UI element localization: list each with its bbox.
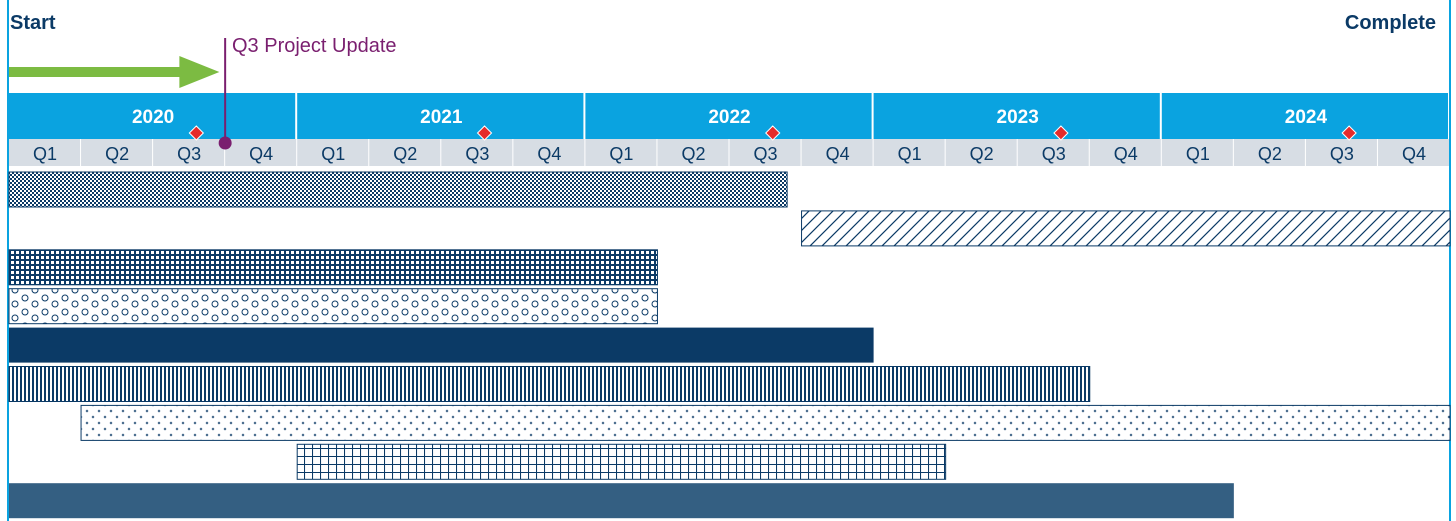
task-bar-circles — [8, 288, 658, 325]
quarter-label: Q3 — [1330, 144, 1354, 164]
year-band-2022 — [585, 93, 872, 139]
quarter-label: Q4 — [249, 144, 273, 164]
quarter-cell — [1377, 139, 1449, 166]
progress-arrow-shaft — [9, 67, 184, 77]
quarter-cell — [81, 139, 153, 166]
quarter-cell — [513, 139, 585, 166]
quarter-cell — [657, 139, 729, 166]
year-label: 2023 — [997, 107, 1039, 128]
quarter-label: Q2 — [393, 144, 417, 164]
task-bar-squares — [296, 443, 947, 480]
quarter-cell — [1305, 139, 1377, 166]
quarter-label: Q3 — [754, 144, 778, 164]
quarter-label: Q4 — [826, 144, 850, 164]
project-update-label: Q3 Project Update — [232, 35, 397, 57]
timeline-header: 2020 Q1 Q2 Q3 Q4 2021 Q1 Q2 Q3 Q4 2022 Q1 Q2 Q3 Q4 2023… — [9, 93, 1449, 166]
quarter-label: Q1 — [609, 144, 633, 164]
task-bar-solid-navy — [9, 327, 874, 363]
start-label: Start — [10, 12, 56, 34]
quarter-cell — [1017, 139, 1089, 166]
quarter-cell — [9, 139, 81, 166]
milestone-diamond-icon — [1053, 125, 1069, 141]
task-bar-solid-slate — [9, 483, 1234, 519]
quarter-cell — [1089, 139, 1161, 166]
milestone-diamond-icon — [765, 125, 781, 141]
quarter-label: Q1 — [1186, 144, 1210, 164]
quarter-label: Q4 — [1114, 144, 1138, 164]
complete-label: Complete — [1344, 12, 1436, 34]
milestone-diamond-icon — [476, 125, 493, 141]
quarter-cell — [297, 139, 369, 166]
project-update-dot — [218, 136, 232, 150]
year-band-2020 — [9, 93, 296, 139]
quarter-cell — [1161, 139, 1233, 166]
year-band-2024 — [1161, 93, 1448, 139]
quarter-label: Q3 — [1042, 144, 1066, 164]
milestone-diamond-icon — [1341, 125, 1357, 141]
task-bars — [8, 171, 1451, 519]
progress-arrow-icon — [179, 56, 220, 88]
quarter-label: Q4 — [1402, 144, 1426, 164]
quarter-label: Q2 — [970, 144, 994, 164]
year-label: 2022 — [708, 107, 750, 128]
quarter-label: Q3 — [177, 144, 201, 164]
task-bar-vertical — [8, 366, 1091, 402]
quarter-label: Q1 — [321, 144, 345, 164]
milestone-diamond-icon — [188, 125, 205, 141]
quarter-cell — [441, 139, 513, 166]
timeline-overlay — [9, 38, 232, 150]
year-label: 2024 — [1285, 107, 1328, 128]
quarter-label: Q4 — [537, 144, 561, 164]
quarter-label: Q2 — [105, 144, 129, 164]
quarter-cell — [801, 139, 873, 166]
task-bar-grid — [8, 249, 658, 286]
quarter-label: Q2 — [681, 144, 705, 164]
task-bar-plus — [80, 404, 1451, 441]
quarter-cell — [1233, 139, 1305, 166]
quarter-cell — [369, 139, 441, 166]
quarter-cell — [873, 139, 945, 166]
year-band-2023 — [873, 93, 1160, 139]
quarter-label: Q2 — [1258, 144, 1282, 164]
task-bar-diagonal — [801, 210, 1451, 247]
year-label: 2021 — [420, 107, 463, 128]
quarter-cell — [585, 139, 657, 166]
quarter-label: Q1 — [33, 144, 57, 164]
quarter-label: Q3 — [465, 144, 489, 164]
task-bar-checker — [8, 171, 788, 208]
quarter-cell — [153, 139, 225, 166]
quarter-cell — [729, 139, 801, 166]
quarter-label: Q1 — [898, 144, 922, 164]
quarter-cell — [225, 139, 297, 166]
quarter-cell — [945, 139, 1017, 166]
year-label: 2020 — [132, 107, 174, 128]
year-band-2021 — [297, 93, 584, 139]
